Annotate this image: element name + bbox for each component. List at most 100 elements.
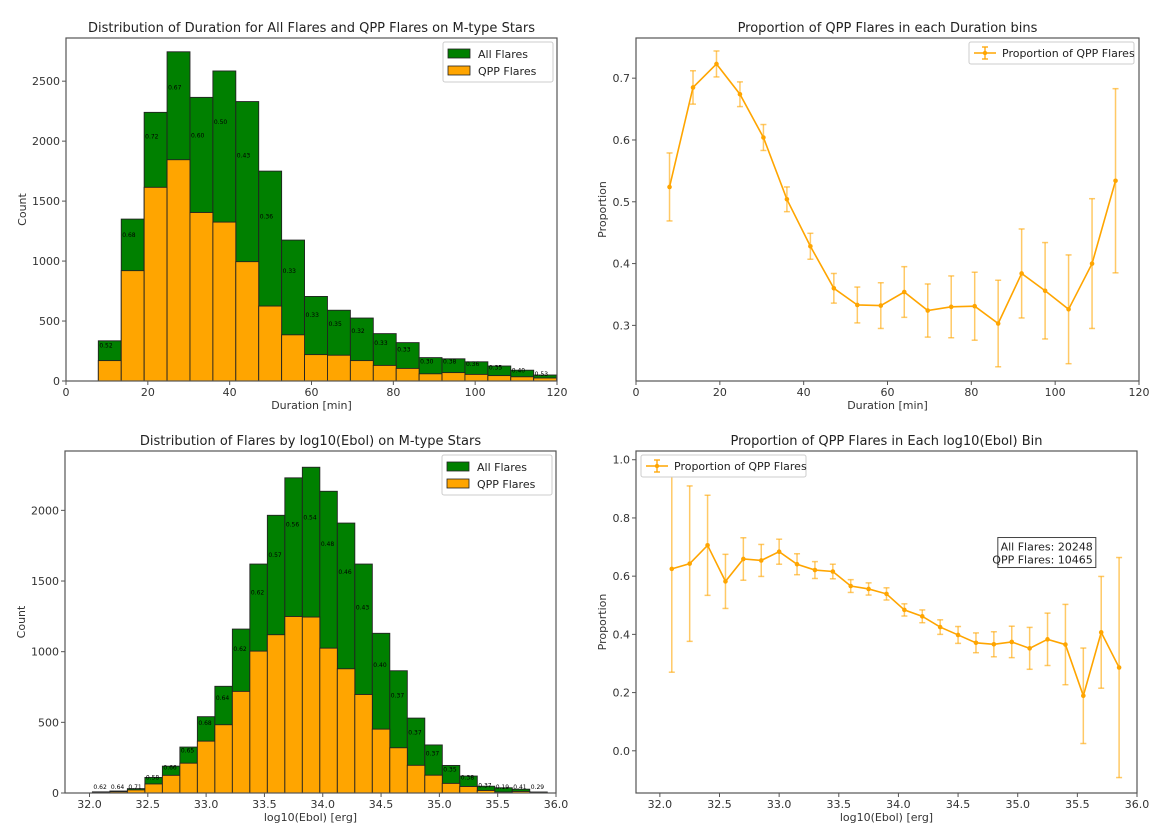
x-tick-label: 36.0: [1125, 798, 1150, 811]
data-point: [1063, 642, 1068, 647]
x-tick-label: 34.0: [310, 798, 335, 811]
data-point: [1116, 665, 1122, 670]
x-tick-label: 80: [964, 386, 978, 399]
bar-label: 0.52: [99, 343, 113, 350]
bar-label: 0.32: [351, 328, 365, 335]
legend-label: QPP Flares: [477, 478, 536, 491]
legend-label: All Flares: [478, 48, 528, 61]
bar-label: 0.60: [191, 133, 205, 140]
bar: [372, 364, 397, 382]
data-point: [714, 61, 719, 67]
bar-label: 0.50: [214, 119, 228, 126]
bar-label: 0.56: [286, 521, 300, 528]
y-tick-label: 1000: [32, 255, 60, 268]
data-point: [1098, 630, 1104, 635]
axes-frame: [635, 450, 1138, 794]
bar-label: 0.46: [338, 569, 352, 576]
bar: [266, 634, 286, 794]
legend: All Flares QPP Flares: [441, 454, 553, 496]
legend-label: QPP Flares: [478, 65, 537, 78]
x-tick-label: 100: [1045, 386, 1066, 399]
bar: [418, 373, 443, 382]
bar-label: 0.65: [181, 748, 195, 755]
legend-label: All Flares: [477, 461, 527, 474]
x-tick-label: 20: [713, 386, 727, 399]
chart-title: Distribution of Duration for All Flares …: [88, 21, 535, 36]
x-tick-label: 60: [305, 386, 319, 399]
data-point: [1027, 646, 1032, 651]
bar-label: 0.41: [513, 784, 527, 791]
x-tick-label: 120: [1129, 386, 1150, 399]
data-point: [761, 135, 766, 140]
bar: [336, 668, 356, 794]
bar-label: 0.54: [303, 515, 317, 522]
data-point: [669, 566, 675, 572]
data-point: [919, 614, 925, 619]
x-tick-label: 0: [63, 386, 70, 399]
data-point: [784, 197, 790, 202]
legend: All Flares QPP Flares: [442, 41, 554, 83]
data-point: [878, 303, 884, 308]
y-tick-label: 0.6: [613, 570, 631, 583]
x-tick-label: 40: [797, 386, 811, 399]
bar: [231, 690, 251, 794]
bar: [97, 360, 122, 382]
y-tick-label: 0.2: [613, 687, 631, 700]
data-point: [794, 561, 800, 567]
bar: [441, 372, 466, 382]
x-tick-label: 60: [881, 386, 895, 399]
y-tick-label: 0.0: [613, 745, 631, 758]
bar-label: 0.29: [531, 784, 545, 791]
y-axis-label: Count: [16, 192, 29, 225]
y-tick-label: 0.8: [613, 512, 631, 525]
bar-label: 0.72: [145, 134, 159, 141]
bar: [395, 367, 420, 382]
bar: [304, 354, 328, 382]
data-point: [776, 549, 782, 555]
bar-label: 0.66: [163, 764, 177, 771]
bar: [327, 354, 351, 382]
legend-swatch: [446, 478, 470, 489]
annotation-text: QPP Flares: 10465: [992, 554, 1093, 567]
plot-area: [636, 451, 1137, 793]
x-tick-label: 35.0: [1005, 798, 1030, 811]
bar-label: 0.64: [216, 695, 230, 702]
bar-label: 0.71: [128, 784, 142, 791]
bar-label: 0.30: [420, 358, 434, 365]
y-tick-label: 0.3: [613, 319, 631, 332]
bar: [212, 221, 237, 382]
x-tick-label: 32.5: [136, 798, 161, 811]
y-tick-label: 500: [39, 315, 60, 328]
bar: [459, 786, 478, 794]
annotation-text: All Flares: 20248: [1001, 541, 1093, 554]
y-axis-label: Count: [15, 605, 28, 638]
data-point: [948, 304, 954, 310]
legend-box: [968, 41, 1135, 65]
data-point: [1042, 288, 1048, 294]
legend-swatch: [447, 65, 471, 76]
bar-label: 0.36: [466, 361, 480, 368]
data-point: [1081, 693, 1086, 699]
data-point: [808, 243, 813, 249]
bar-label: 0.37: [408, 730, 422, 737]
legend-box: [442, 41, 554, 83]
bar: [249, 650, 268, 794]
bar-label: 0.40: [373, 662, 387, 669]
data-point: [1089, 261, 1095, 266]
legend: Proportion of QPP Flares: [968, 41, 1135, 65]
x-tick-label: 120: [547, 386, 568, 399]
bar: [258, 305, 283, 382]
data-point: [758, 558, 764, 563]
bar: [371, 728, 391, 794]
y-axis-label: Proportion: [596, 181, 609, 238]
y-tick-label: 0.6: [613, 134, 631, 147]
bar: [120, 270, 145, 382]
x-tick-label: 33.0: [194, 798, 219, 811]
data-point: [705, 543, 710, 548]
histogram-duration-hist: 0 20 40 60 80 100 120 0 500 1000 1500 2000 2500 Distr…: [16, 21, 568, 412]
data-point: [925, 308, 931, 313]
series-proportion: [666, 50, 1119, 368]
y-tick-label: 0: [53, 375, 60, 388]
bar-label: 0.37: [391, 693, 405, 700]
legend-label: Proportion of QPP Flares: [1002, 47, 1135, 60]
